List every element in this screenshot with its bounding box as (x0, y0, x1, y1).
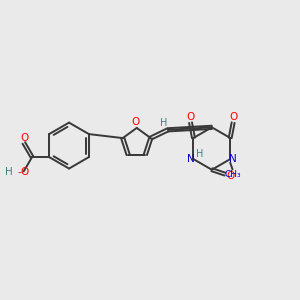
Text: H: H (160, 118, 167, 128)
Text: O: O (20, 167, 28, 177)
Text: -: - (18, 167, 22, 177)
Text: N: N (187, 154, 195, 164)
Text: H: H (5, 167, 13, 177)
Text: O: O (20, 133, 28, 142)
Text: O: O (227, 171, 235, 181)
Text: O: O (229, 112, 237, 122)
Text: O: O (131, 117, 140, 127)
Text: CH₃: CH₃ (224, 170, 241, 179)
Text: O: O (186, 112, 195, 122)
Text: H: H (196, 149, 204, 159)
Text: N: N (229, 154, 236, 164)
